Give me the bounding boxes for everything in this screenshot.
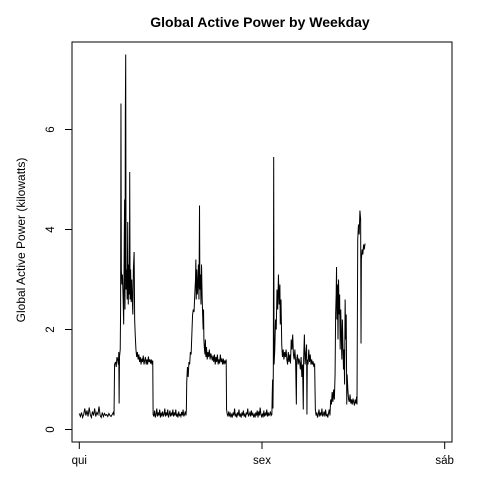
- y-axis-label: Global Active Power (kilowatts): [14, 158, 28, 323]
- x-tick-label: sex: [253, 455, 271, 467]
- x-axis: qui sex sáb: [72, 441, 454, 467]
- x-tick-label: sáb: [435, 455, 454, 467]
- y-axis: 0 2 4 6: [45, 126, 73, 433]
- y-tick-label: 2: [45, 326, 57, 332]
- chart-title: Global Active Power by Weekday: [150, 14, 370, 30]
- plot-frame: [71, 41, 453, 443]
- y-tick-label: 0: [45, 426, 57, 432]
- y-tick-label: 4: [45, 226, 57, 233]
- x-tick-label: qui: [72, 455, 87, 467]
- series-line: [78, 54, 366, 420]
- y-tick-label: 6: [45, 126, 57, 132]
